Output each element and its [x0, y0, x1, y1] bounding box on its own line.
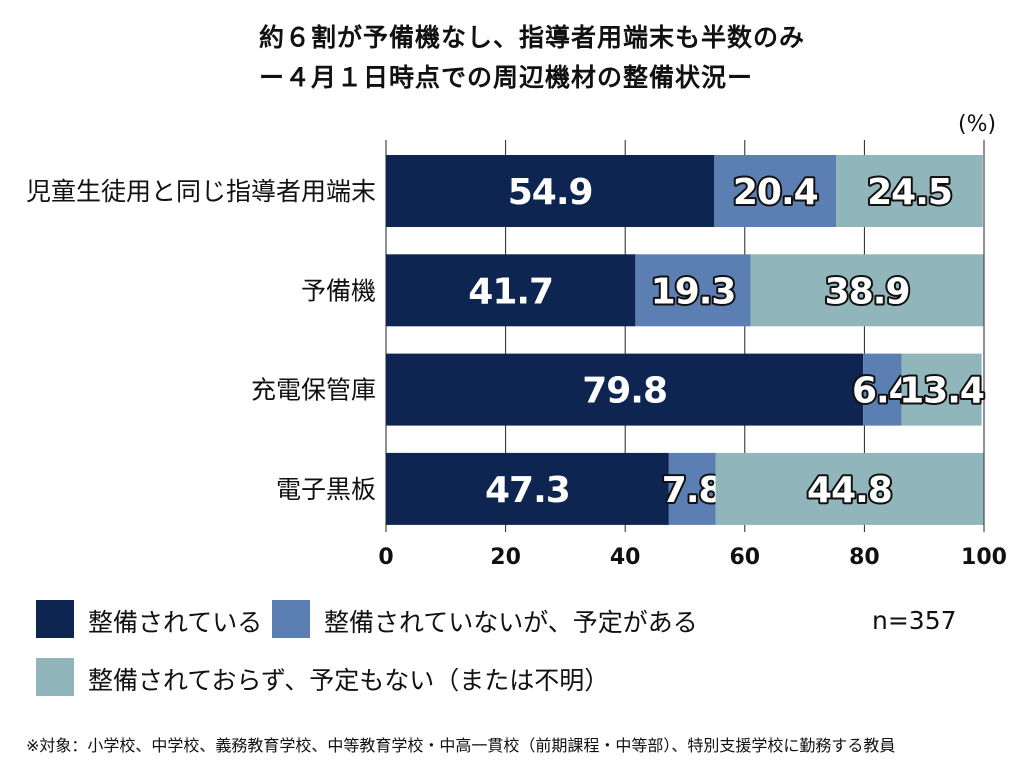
- bar-segment-planned: [635, 254, 751, 327]
- footnote: ※対象：小学校、中学校、義務教育学校、中等教育学校・中高一貫校（前期課程・中等部…: [26, 736, 896, 755]
- bar-segment-planned: [668, 452, 716, 525]
- bar-segment-planned: [863, 353, 902, 426]
- bar-segment-none: [901, 353, 982, 426]
- data-label-none: 13.4: [899, 371, 984, 412]
- legend-label-planned: 整備されていないが、予定がある: [324, 608, 698, 637]
- x-tick-label: 60: [729, 545, 760, 570]
- data-label-none: 44.8: [807, 470, 892, 511]
- data-label-planned: 7.8: [662, 470, 723, 511]
- legend-swatch-planned: [272, 600, 310, 638]
- bar-segment-none: [750, 254, 984, 327]
- data-label-equipped: 47.3: [485, 470, 570, 511]
- unit-label: (%): [958, 112, 997, 137]
- bar-segment-equipped: [386, 254, 636, 327]
- x-tick-label: 0: [378, 545, 393, 570]
- legend-item-planned: 整備されていないが、予定がある: [272, 600, 712, 642]
- sample-size-label: n=357: [872, 606, 957, 635]
- bar-segment-none: [715, 452, 984, 525]
- data-label-equipped: 79.8: [582, 371, 667, 412]
- data-label-planned: 19.3: [651, 271, 736, 312]
- x-tick-label: 40: [610, 545, 641, 570]
- category-label: 予備機: [301, 276, 376, 305]
- category-label: 児童生徒用と同じ指導者用端末: [26, 177, 376, 206]
- stacked-bar-chart: 0 20 40 60 80 100 児童生徒用と同じ指導者用端末 54.9 20.4 24.5 予備…: [26, 140, 1007, 570]
- legend-label-equipped: 整備されている: [88, 608, 263, 637]
- legend-label-none: 整備されておらず、予定もない（または不明）: [88, 666, 610, 695]
- data-label-equipped: 54.9: [508, 172, 593, 213]
- bar-segment-none: [836, 155, 983, 227]
- chart-subtitle: ー４月１日時点での周辺機材の整備状況ー: [258, 63, 753, 92]
- data-label-planned: 20.4: [733, 172, 818, 213]
- data-label-equipped: 41.7: [468, 271, 553, 312]
- bar-segment-equipped: [386, 452, 669, 525]
- category-label: 充電保管庫: [251, 376, 376, 405]
- data-label-none: 24.5: [867, 172, 952, 213]
- data-label-none: 38.9: [825, 271, 910, 312]
- legend-swatch-none: [36, 658, 74, 696]
- legend-swatch-equipped: [36, 600, 74, 638]
- category-label: 電子黒板: [276, 475, 376, 504]
- x-tick-label: 20: [490, 545, 521, 570]
- x-tick-label: 100: [961, 545, 1007, 570]
- bar-segment-equipped: [386, 353, 864, 426]
- bar-segment-equipped: [386, 155, 715, 227]
- x-tick-label: 80: [849, 545, 880, 570]
- legend-item-equipped: 整備されている: [36, 600, 276, 642]
- chart-title: 約６割が予備機なし、指導者用端末も半数のみ: [258, 23, 805, 52]
- bar-segment-planned: [714, 155, 837, 227]
- legend-item-none: 整備されておらず、予定もない（または不明）: [36, 658, 636, 700]
